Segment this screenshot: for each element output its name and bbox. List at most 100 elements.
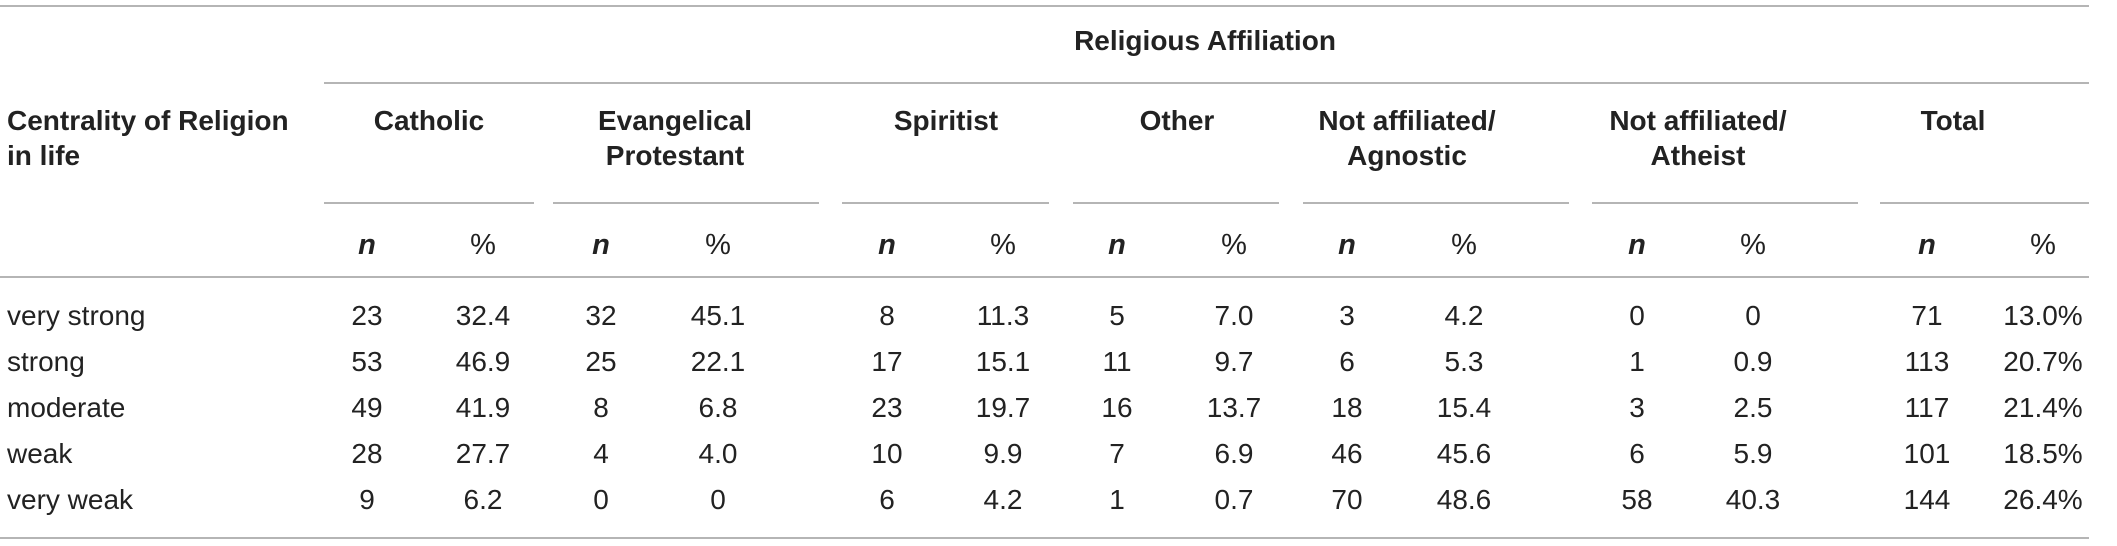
subheader-n: n [592, 229, 610, 261]
group-header-line: Not affiliated/ [1318, 105, 1496, 136]
cell-percent: 9.7 [1214, 346, 1254, 377]
cell-count: 4 [593, 438, 609, 469]
cell-count: 1 [1629, 346, 1645, 377]
cell-percent: 0.9 [1733, 346, 1773, 377]
cell-count: 49 [351, 392, 383, 423]
group-header: Total [1921, 103, 1986, 138]
cell-percent: 4.0 [698, 438, 738, 469]
cell-count: 8 [879, 300, 895, 331]
cell-count: 3 [1339, 300, 1355, 331]
row-header: Centrality of Religion in life [7, 103, 307, 173]
subheader-percent: % [1221, 229, 1247, 261]
cell-percent: 41.9 [455, 392, 511, 423]
group-rule [1592, 202, 1858, 204]
cell-percent: 0 [710, 484, 726, 515]
cell-percent: 15.4 [1436, 392, 1492, 423]
group-header-line: Catholic [373, 105, 485, 136]
cell-count: 144 [1903, 484, 1951, 515]
subheader-percent: % [1451, 229, 1477, 261]
group-header-line: Evangelical [597, 105, 753, 136]
cell-count: 10 [871, 438, 903, 469]
cell-count: 113 [1904, 346, 1950, 377]
cell-count: 6 [1629, 438, 1645, 469]
cell-count: 16 [1101, 392, 1133, 423]
cell-percent: 6.9 [1214, 438, 1254, 469]
cell-percent: 2.5 [1733, 392, 1773, 423]
group-header-line: Other [1139, 105, 1215, 136]
row-label: very weak [7, 484, 134, 515]
cell-count: 9 [359, 484, 375, 515]
cell-count: 0 [593, 484, 609, 515]
cell-count: 11 [1102, 346, 1132, 377]
group-header-line: Protestant [605, 140, 745, 171]
cell-percent: 13.0% [2003, 300, 2083, 331]
affiliation-heading: Religious Affiliation [1074, 25, 1336, 56]
cell-count: 46 [1331, 438, 1363, 469]
row-label: moderate [7, 392, 126, 423]
group-header-line: Not affiliated/ [1609, 105, 1787, 136]
cell-count: 7 [1109, 438, 1125, 469]
row-label: weak [7, 438, 73, 469]
cell-count: 23 [351, 300, 383, 331]
cell-count: 71 [1911, 300, 1943, 331]
cell-count: 6 [1339, 346, 1355, 377]
cell-count: 0 [1629, 300, 1645, 331]
cell-count: 70 [1331, 484, 1363, 515]
group-header: Not affiliated/Agnostic [1318, 103, 1495, 173]
cell-count: 25 [585, 346, 617, 377]
cell-count: 18 [1331, 392, 1363, 423]
cell-percent: 45.1 [690, 300, 746, 331]
cell-percent: 0.7 [1214, 484, 1254, 515]
cell-percent: 32.4 [455, 300, 511, 331]
cell-percent: 26.4% [2003, 484, 2083, 515]
cell-count: 58 [1621, 484, 1653, 515]
cell-percent: 6.8 [698, 392, 738, 423]
group-rule [1303, 202, 1569, 204]
cell-count: 53 [351, 346, 383, 377]
cell-percent: 40.3 [1725, 484, 1781, 515]
group-header: Catholic [374, 103, 484, 138]
cell-percent: 0 [1745, 300, 1761, 331]
cell-count: 17 [871, 346, 903, 377]
row-header-line: Centrality of Religion [7, 105, 289, 136]
cell-percent: 6.2 [463, 484, 503, 515]
row-label: strong [7, 346, 85, 377]
cell-percent: 18.5% [2003, 438, 2083, 469]
group-rule [842, 202, 1049, 204]
cell-count: 101 [1903, 438, 1951, 469]
row-label: very strong [7, 300, 146, 331]
cell-percent: 20.7% [2003, 346, 2083, 377]
row-header-line: in life [7, 140, 81, 171]
cell-percent: 13.7 [1206, 392, 1262, 423]
group-header: Evangelical Protestant [598, 103, 752, 173]
affiliation-rule [324, 82, 2089, 84]
cell-percent: 5.3 [1444, 346, 1484, 377]
cell-percent: 4.2 [983, 484, 1023, 515]
cell-count: 6 [879, 484, 895, 515]
group-header-line: Agnostic [1347, 140, 1467, 171]
cell-percent: 5.9 [1733, 438, 1773, 469]
subheader-n: n [1338, 229, 1356, 261]
cell-count: 8 [593, 392, 609, 423]
subheader-percent: % [705, 229, 731, 261]
subheader-n: n [1628, 229, 1646, 261]
cell-count: 23 [871, 392, 903, 423]
cell-percent: 48.6 [1436, 484, 1492, 515]
subheader-percent: % [990, 229, 1016, 261]
cell-percent: 9.9 [983, 438, 1023, 469]
subheader-percent: % [2030, 229, 2056, 261]
subheader-percent: % [470, 229, 496, 261]
cell-count: 28 [351, 438, 383, 469]
group-header-line: Atheist [1650, 140, 1746, 171]
cell-percent: 4.2 [1444, 300, 1484, 331]
group-rule [1880, 202, 2089, 204]
cell-percent: 11.3 [976, 300, 1030, 331]
group-rule [1073, 202, 1279, 204]
cell-percent: 46.9 [455, 346, 511, 377]
cell-count: 117 [1904, 392, 1950, 423]
group-rule [324, 202, 534, 204]
cell-percent: 45.6 [1436, 438, 1492, 469]
subheader-n: n [1918, 229, 1936, 261]
cell-count: 1 [1109, 484, 1125, 515]
